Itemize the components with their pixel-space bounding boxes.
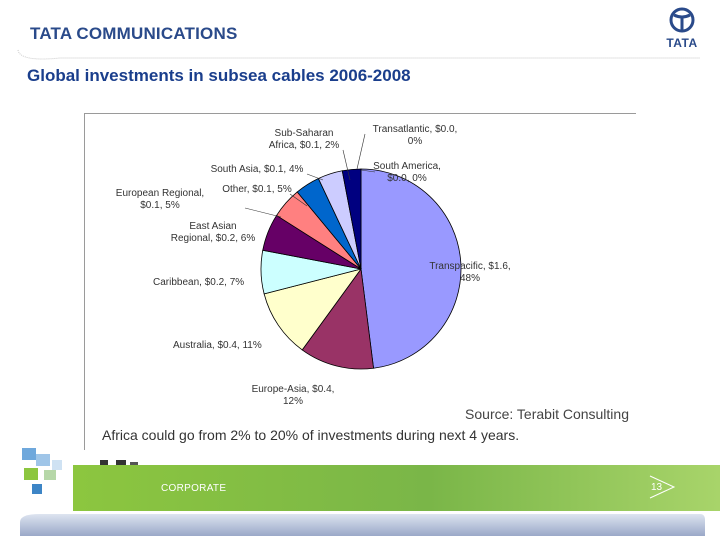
- logo-brand: TATA: [30, 24, 73, 43]
- page-arrow-icon: [649, 475, 676, 499]
- slice-label: European Regional, $0.1, 5%: [116, 188, 204, 211]
- pie-slice: [301, 267, 374, 370]
- tata-globe-icon: [669, 7, 695, 33]
- pie-slice: [341, 168, 362, 270]
- slide-caption: Africa could go from 2% to 20% of invest…: [102, 427, 520, 443]
- pie-slice: [263, 268, 362, 351]
- pie-slice: [360, 168, 462, 369]
- slice-label: Transpacific, $1.6, 48%: [429, 261, 510, 284]
- mark-word: TATA: [666, 36, 698, 50]
- leader-line: [289, 193, 308, 207]
- header-swoosh: [17, 49, 700, 60]
- slice-label: South America, $0.0, 0%: [373, 161, 441, 184]
- footer-label: CORPORATE: [161, 483, 227, 494]
- slide-header: TATA COMMUNICATIONS TATA: [0, 0, 720, 70]
- leader-line: [244, 207, 282, 218]
- logo-product: COMMUNICATIONS: [76, 24, 238, 43]
- chart-frame: Transpacific, $1.6, 48% Europe-Asia, $0.4,…: [84, 113, 636, 450]
- slide-title: Global investments in subsea cables 2006…: [27, 66, 411, 85]
- footer-band: [73, 465, 720, 511]
- slice-label: Other, $0.1, 5%: [222, 184, 292, 195]
- page-number: 13: [651, 482, 663, 493]
- slice-label: Caribbean, $0.2, 7%: [153, 277, 244, 288]
- leader-line: [306, 173, 324, 181]
- slice-label: Sub-Saharan Africa, $0.1, 2%: [269, 128, 340, 151]
- leader-line: [356, 133, 366, 170]
- source-note: Source: Terabit Consulting: [465, 406, 629, 422]
- slice-label: Transatlantic, $0.0, 0%: [373, 124, 458, 147]
- bottom-gradient-bar: [20, 514, 705, 536]
- slice-label: Europe-Asia, $0.4, 12%: [252, 384, 335, 407]
- leader-line: [342, 149, 351, 181]
- slice-label: South Asia, $0.1, 4%: [211, 164, 304, 175]
- slice-label: Australia, $0.4, 11%: [173, 340, 262, 351]
- slice-label: East Asian Regional, $0.2, 6%: [171, 221, 256, 244]
- company-logo: TATA COMMUNICATIONS: [30, 24, 237, 44]
- tata-mark: TATA: [660, 6, 704, 52]
- pie-chart: Transpacific, $1.6, 48% Europe-Asia, $0.4,…: [116, 124, 511, 407]
- leader-line: [360, 169, 376, 173]
